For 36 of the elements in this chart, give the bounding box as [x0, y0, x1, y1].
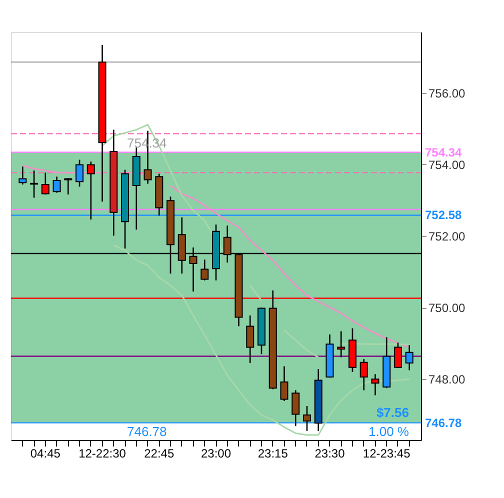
candlestick: [246, 314, 254, 364]
x-tick-label: 22:45: [144, 446, 174, 460]
candlestick: [30, 170, 38, 198]
annotation: 746.78: [127, 424, 167, 439]
ref-line-label: 752.58: [425, 208, 462, 222]
candlestick: [52, 176, 61, 194]
y-tick-label: 752.00: [428, 230, 466, 244]
candlestick: [292, 390, 300, 427]
y-tick-label: 756.00: [428, 86, 466, 100]
y-tick-label: 748.00: [428, 372, 466, 387]
x-tick-label: 04:45: [30, 446, 61, 460]
candlestick: [41, 172, 50, 196]
annotation: 1.00 %: [368, 424, 410, 439]
y-tick-label: 754.00: [428, 158, 466, 172]
candlestick: [64, 177, 72, 196]
candlestick: [405, 344, 414, 371]
x-tick-label: 23:15: [258, 446, 288, 460]
ref-line-label: 754.34: [425, 145, 462, 160]
y-tick-label: 750.00: [428, 301, 466, 316]
candlestick: [76, 159, 84, 188]
ref-line-label: 746.78: [425, 416, 462, 430]
x-tick-label: 23:30: [314, 446, 346, 460]
annotation: $7.56: [376, 404, 409, 420]
candlestick: [86, 160, 95, 220]
candlestick: [337, 330, 346, 358]
x-tick-label: 23:00: [200, 446, 232, 460]
candlestick: [394, 342, 402, 369]
candlestick: [200, 258, 209, 282]
candlestick: [371, 373, 380, 396]
candlestick: [280, 366, 288, 402]
candlestick: [302, 405, 311, 432]
x-tick-label: 12-22:30: [78, 446, 126, 460]
candlestick: [360, 358, 368, 391]
x-tick-label: 12-23:45: [362, 446, 411, 460]
candlestick: [18, 166, 27, 186]
line-series: [112, 244, 410, 436]
